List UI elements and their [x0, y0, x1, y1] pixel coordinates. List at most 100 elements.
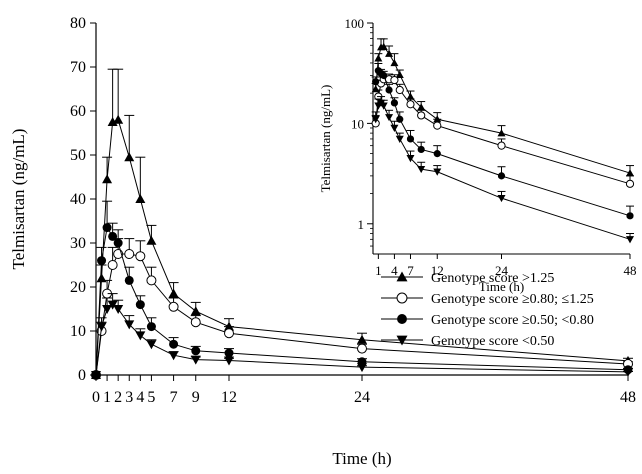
inset-x-axis-title: Time (h) — [479, 279, 524, 294]
main-data-point — [113, 114, 124, 124]
main-x-tick-label: 48 — [620, 389, 636, 406]
inset-series-line — [375, 102, 631, 240]
main-data-point — [124, 152, 135, 162]
main-data-point — [135, 251, 146, 262]
legend-label: Genotype score <0.50 — [431, 334, 554, 349]
main-data-point — [190, 355, 201, 365]
inset-x-tick-label: 24 — [495, 263, 509, 278]
main-data-point — [124, 320, 135, 330]
main-x-tick-label: 0 — [92, 389, 100, 406]
main-data-point — [102, 174, 113, 184]
main-y-tick-label: 10 — [70, 323, 86, 340]
inset-x-tick-label: 12 — [431, 263, 444, 278]
inset-series-0 — [371, 38, 634, 177]
main-data-point — [224, 348, 234, 358]
legend-label: Genotype score ≥0.80; ≤1.25 — [431, 292, 594, 307]
inset-data-point — [406, 155, 415, 163]
main-data-point — [168, 301, 179, 312]
inset-data-point — [380, 71, 388, 80]
main-data-point — [146, 275, 157, 286]
main-x-axis-title: Time (h) — [332, 449, 391, 468]
inset-data-point — [385, 114, 394, 122]
inset-data-point — [433, 150, 441, 158]
inset-data-point — [371, 116, 380, 124]
main-x-tick-label: 5 — [147, 389, 155, 406]
main-data-point — [146, 340, 157, 350]
main-y-tick-label: 30 — [70, 235, 86, 252]
inset-x-tick-label: 4 — [391, 263, 398, 278]
main-data-point — [107, 300, 118, 310]
main-data-point — [623, 367, 633, 377]
legend-marker — [396, 335, 408, 346]
main-data-point — [169, 339, 179, 349]
main-y-tick-label: 80 — [70, 15, 86, 32]
inset-y-tick-label: 10 — [351, 116, 364, 131]
inset-data-point — [497, 194, 506, 203]
main-data-point — [357, 363, 367, 373]
inset-data-point — [497, 129, 506, 137]
inset-data-point — [390, 124, 399, 132]
main-data-point — [190, 306, 201, 316]
main-x-tick-label: 3 — [125, 389, 133, 406]
inset-data-point — [626, 212, 634, 220]
legend-marker — [396, 271, 408, 282]
main-x-tick-label: 24 — [354, 389, 370, 406]
main-data-point — [97, 256, 107, 266]
legend-marker — [397, 314, 407, 324]
inset-data-point — [417, 103, 426, 111]
inset-data-point — [417, 111, 426, 120]
main-data-point — [168, 351, 179, 361]
legend-marker — [396, 292, 408, 304]
main-x-tick-label: 2 — [114, 389, 122, 406]
main-data-point — [224, 328, 234, 339]
main-y-tick-label: 50 — [70, 147, 86, 164]
inset-x-tick-label: 48 — [624, 263, 637, 278]
inset-data-point — [390, 99, 399, 107]
main-data-point — [135, 194, 146, 203]
inset-data-point — [626, 236, 634, 244]
legend: Genotype score >1.25 Genotype score ≥0.80… — [381, 271, 594, 349]
main-series-3 — [91, 293, 633, 380]
inset-data-point — [417, 165, 426, 174]
inset-data-point — [372, 78, 380, 86]
main-data-point — [191, 346, 201, 356]
inset-y-tick-label: 1 — [358, 217, 365, 232]
inset-data-point — [433, 121, 442, 130]
legend-label: Genotype score >1.25 — [431, 271, 554, 286]
main-y-tick-label: 20 — [70, 279, 86, 296]
main-data-point — [124, 275, 134, 285]
main-y-tick-label: 0 — [78, 367, 86, 384]
main-data-point — [135, 331, 146, 341]
legend-label: Genotype score ≥0.50; <0.80 — [431, 313, 594, 328]
inset-data-point — [390, 58, 399, 67]
main-data-point — [224, 356, 234, 366]
inset-data-point — [385, 49, 394, 57]
main-y-tick-label: 70 — [70, 59, 86, 76]
main-data-point — [91, 371, 101, 380]
inset-x-tick-label: 7 — [407, 263, 414, 278]
inset-x-tick-label: 1 — [375, 263, 382, 278]
inset-series-3 — [371, 96, 634, 244]
main-x-tick-label: 4 — [136, 389, 144, 406]
main-y-tick-label: 60 — [70, 103, 86, 120]
inset-series-2 — [371, 62, 634, 220]
inset-data-point — [374, 54, 383, 62]
inset-data-point — [626, 169, 634, 177]
main-data-point — [146, 322, 156, 332]
main-data-point — [124, 249, 135, 259]
inset-data-point — [395, 135, 404, 143]
main-data-point — [190, 317, 201, 328]
inset-data-point — [497, 141, 506, 150]
main-data-point — [135, 300, 145, 310]
main-x-tick-label: 1 — [103, 389, 111, 406]
main-data-point — [146, 235, 157, 245]
inset-data-point — [395, 85, 404, 95]
inset-data-point — [395, 70, 404, 78]
main-data-point — [96, 322, 107, 332]
main-x-tick-label: 12 — [221, 389, 237, 406]
main-y-axis-title: Telmisartan (ng/mL) — [9, 129, 28, 270]
inset-data-point — [379, 102, 388, 110]
